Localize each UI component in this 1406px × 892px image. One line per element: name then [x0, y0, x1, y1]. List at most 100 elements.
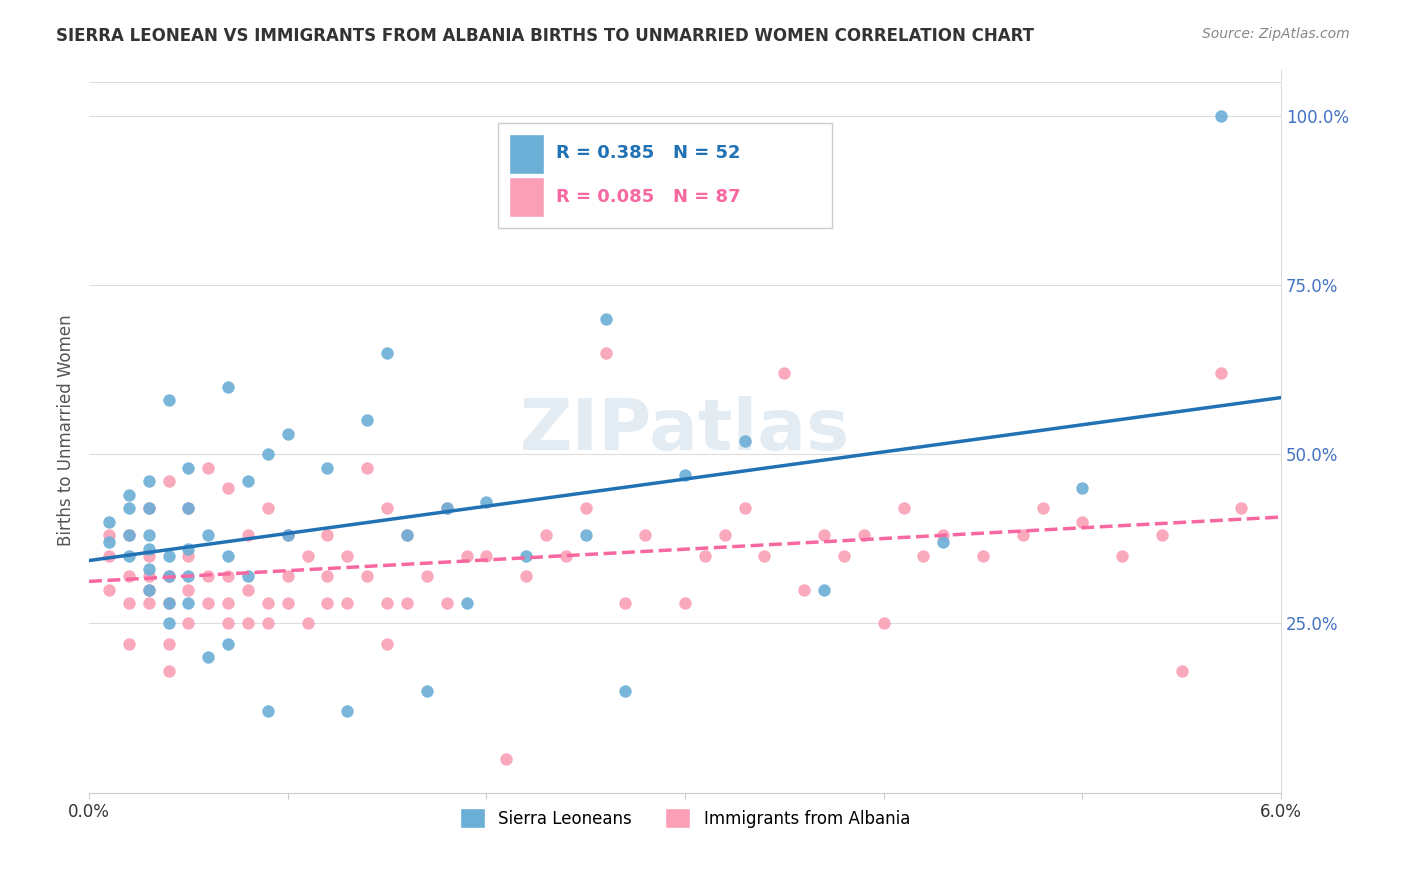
Point: [197, 650, 219, 665]
Point: [336, 596, 359, 610]
Point: [118, 528, 141, 542]
Point: [157, 616, 180, 631]
Text: Source: ZipAtlas.com: Source: ZipAtlas.com: [1202, 27, 1350, 41]
Point: [456, 549, 478, 563]
Point: [1032, 501, 1054, 516]
Point: [97, 535, 120, 549]
Point: [673, 596, 696, 610]
Point: [515, 549, 537, 563]
Point: [316, 460, 339, 475]
Text: R = 0.385   N = 52: R = 0.385 N = 52: [557, 144, 741, 161]
Point: [118, 549, 141, 563]
Point: [693, 549, 716, 563]
Point: [118, 596, 141, 610]
Point: [138, 582, 160, 597]
Point: [157, 664, 180, 678]
FancyBboxPatch shape: [509, 134, 544, 174]
Point: [416, 684, 439, 698]
FancyBboxPatch shape: [498, 123, 831, 227]
Point: [177, 616, 200, 631]
Point: [1170, 664, 1192, 678]
Point: [138, 582, 160, 597]
Point: [138, 541, 160, 556]
Point: [157, 596, 180, 610]
Point: [177, 549, 200, 563]
Point: [475, 549, 498, 563]
Point: [912, 549, 935, 563]
Point: [356, 413, 378, 427]
Point: [197, 596, 219, 610]
Point: [157, 475, 180, 489]
Point: [436, 501, 458, 516]
Point: [1150, 528, 1173, 542]
Point: [97, 528, 120, 542]
Point: [1071, 515, 1094, 529]
Point: [1111, 549, 1133, 563]
Point: [673, 467, 696, 482]
Point: [257, 501, 280, 516]
Point: [157, 549, 180, 563]
Point: [277, 528, 299, 542]
Point: [236, 582, 259, 597]
Point: [157, 637, 180, 651]
Point: [217, 596, 239, 610]
Point: [793, 582, 815, 597]
Point: [336, 705, 359, 719]
Point: [297, 616, 319, 631]
Point: [872, 616, 894, 631]
Point: [97, 582, 120, 597]
Point: [277, 569, 299, 583]
FancyBboxPatch shape: [509, 178, 544, 217]
Point: [257, 616, 280, 631]
Point: [595, 345, 617, 359]
Point: [375, 637, 398, 651]
Point: [395, 528, 418, 542]
Point: [813, 582, 835, 597]
Point: [1230, 501, 1253, 516]
Point: [375, 596, 398, 610]
Point: [177, 501, 200, 516]
Point: [236, 475, 259, 489]
Point: [177, 501, 200, 516]
Point: [177, 541, 200, 556]
Point: [436, 501, 458, 516]
Point: [1071, 481, 1094, 495]
Point: [197, 528, 219, 542]
Y-axis label: Births to Unmarried Women: Births to Unmarried Women: [58, 315, 75, 547]
Point: [734, 434, 756, 448]
Point: [118, 488, 141, 502]
Point: [277, 427, 299, 442]
Point: [177, 569, 200, 583]
Point: [277, 596, 299, 610]
Point: [197, 569, 219, 583]
Point: [217, 481, 239, 495]
Point: [734, 501, 756, 516]
Point: [832, 549, 855, 563]
Point: [575, 528, 598, 542]
Point: [852, 528, 875, 542]
Point: [138, 501, 160, 516]
Point: [893, 501, 915, 516]
Point: [316, 528, 339, 542]
Point: [436, 596, 458, 610]
Point: [217, 569, 239, 583]
Text: SIERRA LEONEAN VS IMMIGRANTS FROM ALBANIA BIRTHS TO UNMARRIED WOMEN CORRELATION : SIERRA LEONEAN VS IMMIGRANTS FROM ALBANI…: [56, 27, 1035, 45]
Point: [257, 705, 280, 719]
Point: [375, 345, 398, 359]
Point: [97, 549, 120, 563]
Point: [972, 549, 994, 563]
Point: [575, 501, 598, 516]
Point: [813, 528, 835, 542]
Point: [713, 528, 735, 542]
Point: [217, 637, 239, 651]
Point: [395, 528, 418, 542]
Point: [138, 501, 160, 516]
Point: [932, 535, 955, 549]
Point: [1011, 528, 1033, 542]
Point: [297, 549, 319, 563]
Point: [336, 549, 359, 563]
Point: [118, 637, 141, 651]
Point: [118, 569, 141, 583]
Point: [157, 596, 180, 610]
Point: [177, 460, 200, 475]
